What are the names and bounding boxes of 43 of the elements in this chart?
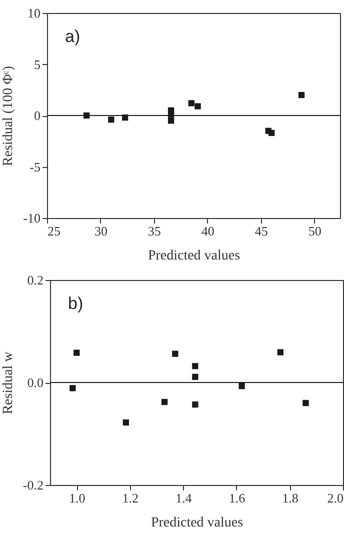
point	[70, 385, 76, 392]
x-tick-label: 30	[94, 224, 108, 238]
point	[168, 118, 174, 124]
x-tick-label: 1.2	[122, 490, 139, 506]
y-tick-label: 0.2	[27, 272, 44, 288]
point	[192, 401, 198, 408]
point	[238, 383, 245, 390]
x-tick-label: 1.6	[228, 490, 246, 506]
y-tick-label: -5	[30, 159, 40, 174]
point	[268, 130, 275, 136]
point	[192, 363, 198, 370]
x-tick-label: 2.0	[327, 490, 344, 506]
point	[188, 100, 194, 106]
y-tick-label: -0.2	[22, 478, 44, 492]
y-tick-label: 10	[28, 6, 40, 20]
point	[192, 374, 198, 380]
point	[74, 350, 80, 356]
y-axis-title: Residual (100 Φᶜ)	[1, 66, 16, 166]
y-axis-title: Residual w	[0, 350, 16, 414]
x-tick-label: 1.8	[282, 490, 298, 506]
point	[302, 400, 309, 406]
x-tick-label: 40	[201, 224, 214, 238]
y-tick-label: 0	[34, 108, 40, 123]
point	[122, 419, 129, 426]
x-tick-label: 1.0	[69, 490, 86, 506]
point	[194, 103, 201, 110]
point	[277, 349, 284, 356]
y-tick-label: 5	[34, 56, 40, 72]
point	[172, 350, 178, 357]
annotation: a)	[65, 27, 80, 46]
x-axis-title: Predicted values	[150, 516, 244, 530]
point	[161, 398, 168, 406]
x-tick-label: 50	[308, 224, 322, 238]
x-axis-title: Predicted values	[148, 248, 240, 264]
y-tick-label: 0.0	[27, 375, 44, 390]
point	[108, 116, 114, 123]
annotation: b)	[68, 294, 84, 313]
x-tick-label: 35	[148, 224, 161, 238]
point	[298, 92, 305, 98]
x-tick-label: 1.4	[176, 490, 192, 506]
x-tick-label: 25	[48, 224, 60, 238]
x-tick-label: 45	[254, 224, 268, 238]
y-tick-label: -10	[23, 210, 40, 226]
